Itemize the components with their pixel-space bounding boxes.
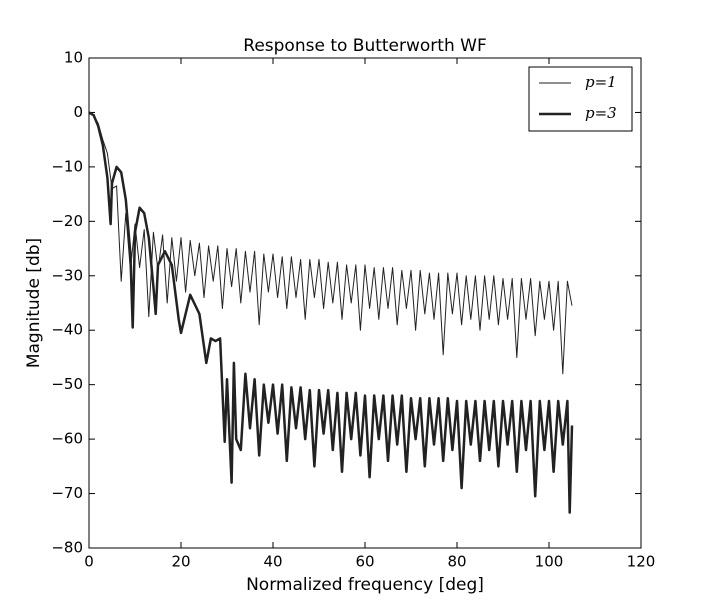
x-tick-label: 120 bbox=[627, 553, 656, 571]
y-tick-label: −80 bbox=[51, 539, 83, 557]
y-tick-label: −10 bbox=[51, 157, 83, 175]
y-tick-label: −20 bbox=[51, 212, 83, 230]
y-axis-label: Magnitude [db] bbox=[24, 238, 44, 368]
x-tick-label: 60 bbox=[355, 553, 374, 571]
y-tick-label: 10 bbox=[64, 49, 83, 67]
y-tick-label: −40 bbox=[51, 321, 83, 339]
legend-label: p=3 bbox=[585, 104, 617, 122]
y-tick-label: −60 bbox=[51, 430, 83, 448]
x-tick-label: 80 bbox=[447, 553, 466, 571]
plot-frame bbox=[88, 57, 642, 549]
y-tick-label: −50 bbox=[51, 375, 83, 393]
y-tick-label: −70 bbox=[51, 484, 83, 502]
x-tick-label: 100 bbox=[535, 553, 564, 571]
series-line bbox=[88, 111, 574, 514]
chart-title: Response to Butterworth WF bbox=[243, 36, 486, 56]
y-tick-label: 0 bbox=[73, 103, 83, 121]
legend-box bbox=[528, 66, 633, 132]
x-tick-label: 20 bbox=[171, 553, 190, 571]
x-tick-label: 40 bbox=[263, 553, 282, 571]
y-tick-label: −30 bbox=[51, 266, 83, 284]
x-tick-label: 0 bbox=[84, 553, 94, 571]
x-axis-label: Normalized frequency [deg] bbox=[246, 575, 484, 595]
legend-label: p=1 bbox=[585, 73, 617, 91]
series-line bbox=[88, 112, 573, 375]
